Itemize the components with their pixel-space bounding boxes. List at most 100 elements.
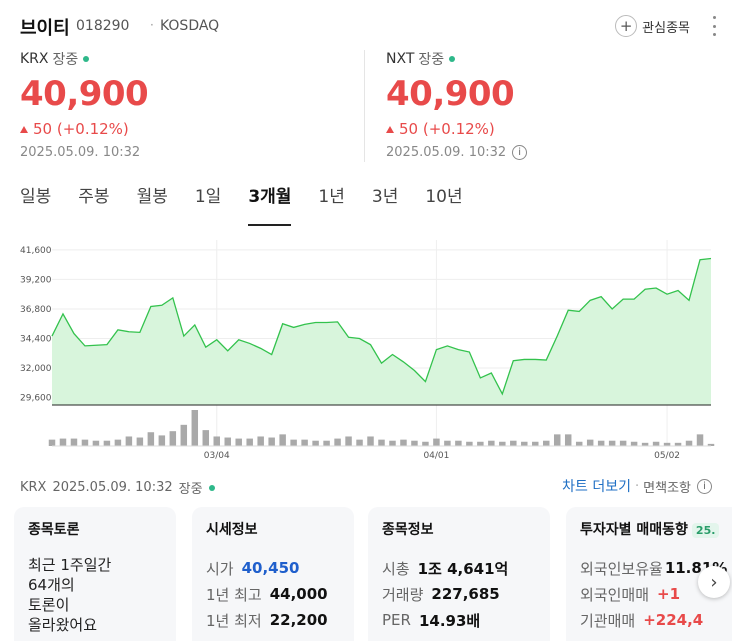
krx-current-price: 40,900 bbox=[20, 74, 149, 114]
x-tick-label: 04/01 bbox=[423, 451, 449, 461]
next-cards-button[interactable]: › bbox=[698, 566, 730, 598]
quote-key: 1년 최고 bbox=[206, 585, 262, 604]
y-tick-label: 36,800 bbox=[20, 305, 52, 315]
volume-bar bbox=[323, 440, 330, 446]
volume-bar bbox=[367, 436, 374, 446]
info-icon[interactable]: i bbox=[697, 478, 712, 494]
investor-key: 기관매매 bbox=[580, 611, 636, 630]
volume-bar bbox=[422, 441, 429, 446]
quote-value: 44,000 bbox=[269, 585, 328, 603]
nxt-price-block: NXT 장중 40,900 50 (+0.12%) 2025.05.09. 10… bbox=[386, 50, 686, 160]
investor-row: 기관매매 +224,4 bbox=[580, 607, 732, 633]
info-key: 거래량 bbox=[382, 585, 424, 604]
volume-bar bbox=[114, 439, 122, 446]
x-tick-label: 05/02 bbox=[654, 451, 680, 461]
price-divider bbox=[364, 50, 365, 162]
add-favorite-button[interactable]: + 관심종목 bbox=[615, 14, 690, 38]
stock-name: 브이티 bbox=[20, 18, 70, 39]
krx-price-block: KRX 장중 40,900 50 (+0.12%) 2025.05.09. 10… bbox=[20, 50, 320, 160]
krx-market-label: KRX bbox=[20, 51, 49, 67]
volume-bar bbox=[455, 440, 462, 446]
stock-info-card-title: 종목정보 bbox=[382, 522, 434, 538]
volume-bar bbox=[59, 438, 67, 446]
nxt-price-change: 50 (+0.12%) bbox=[399, 120, 495, 138]
forum-card-title: 종목토론 bbox=[28, 522, 80, 538]
y-tick-label: 29,600 bbox=[20, 394, 52, 404]
volume-bar bbox=[257, 436, 264, 446]
info-value: 14.93배 bbox=[418, 611, 481, 630]
tab-daily[interactable]: 일봉 bbox=[20, 187, 52, 207]
info-row: 시총 1조 4,641억 bbox=[382, 555, 536, 581]
volume-bar bbox=[553, 434, 561, 446]
volume-bar bbox=[663, 442, 671, 446]
volume-bar bbox=[608, 440, 616, 446]
volume-bar bbox=[510, 440, 517, 446]
volume-bar bbox=[334, 438, 341, 446]
info-key: 시총 bbox=[382, 559, 410, 578]
volume-bar bbox=[224, 437, 231, 446]
price-chart[interactable]: 41,600 39,200 36,800 34,400 32,000 29,600 03/0… bbox=[0, 232, 732, 466]
info-value: 227,685 bbox=[431, 585, 500, 603]
volume-bar bbox=[477, 441, 484, 446]
favorite-label: 관심종목 bbox=[642, 20, 690, 36]
volume-bar bbox=[202, 430, 210, 446]
info-key: PER bbox=[382, 611, 411, 629]
nxt-current-price: 40,900 bbox=[386, 74, 515, 114]
investor-value: +1 bbox=[657, 585, 681, 603]
volume-bar bbox=[586, 439, 594, 446]
volume-bar bbox=[213, 436, 220, 446]
price-area bbox=[52, 258, 711, 405]
volume-bar bbox=[301, 439, 308, 446]
investor-card-title: 투자자별 매매동향 bbox=[580, 522, 688, 538]
y-tick-label: 41,600 bbox=[20, 246, 52, 256]
more-options-icon[interactable] bbox=[710, 16, 718, 36]
chart-meta-row: KRX 2025.05.09. 10:32 장중 차트 더보기 · 면책조항 i bbox=[20, 476, 712, 498]
quote-card[interactable]: 시세정보 시가 40,450 1년 최고 44,000 1년 최저 22,200 bbox=[192, 507, 354, 641]
volume-bar bbox=[279, 434, 286, 446]
tab-1day[interactable]: 1일 bbox=[194, 187, 222, 207]
tab-weekly[interactable]: 주봉 bbox=[78, 187, 110, 207]
volume-bar bbox=[290, 439, 297, 446]
info-value: 1조 4,641억 bbox=[417, 559, 509, 578]
volume-bar bbox=[652, 441, 660, 446]
krx-price-change: 50 (+0.12%) bbox=[33, 120, 129, 138]
price-chart-svg: 41,600 39,200 36,800 34,400 32,000 29,600 03/0… bbox=[20, 240, 715, 461]
stock-header: 브이티 018290 · KOSDAQ + 관심종목 bbox=[20, 14, 718, 40]
volume-bar bbox=[411, 440, 418, 446]
y-tick-label: 34,400 bbox=[20, 335, 52, 345]
investor-key: 외국인매매 bbox=[580, 585, 650, 604]
tab-3months[interactable]: 3개월 bbox=[248, 184, 292, 226]
forum-card[interactable]: 종목토론 최근 1주일간 64개의 토론이 올라왔어요 bbox=[14, 507, 176, 641]
volume-bar bbox=[378, 439, 385, 446]
tab-monthly[interactable]: 월봉 bbox=[136, 187, 168, 207]
header-separator: · bbox=[150, 18, 154, 32]
up-triangle-icon bbox=[386, 125, 394, 133]
volume-bar bbox=[70, 438, 78, 446]
volume-bar bbox=[125, 436, 133, 446]
y-tick-label: 39,200 bbox=[20, 275, 52, 285]
disclaimer-link[interactable]: 면책조항 bbox=[643, 480, 691, 496]
volume-bar bbox=[246, 438, 253, 446]
volume-bar bbox=[696, 434, 704, 446]
info-row: PER 14.93배 bbox=[382, 607, 536, 633]
volume-bar bbox=[564, 434, 572, 446]
tab-10years[interactable]: 10년 bbox=[425, 187, 463, 207]
info-icon[interactable]: i bbox=[512, 145, 528, 160]
stock-info-card[interactable]: 종목정보 시총 1조 4,641억 거래량 227,685 PER 14.93배 bbox=[368, 507, 550, 641]
nxt-timestamp: 2025.05.09. 10:32 bbox=[386, 145, 507, 160]
volume-bar bbox=[532, 441, 539, 446]
volume-bar bbox=[707, 443, 715, 446]
volume-bar bbox=[345, 436, 352, 446]
volume-bar bbox=[312, 440, 319, 446]
tab-1year[interactable]: 1년 bbox=[318, 187, 345, 207]
more-chart-link[interactable]: 차트 더보기 bbox=[562, 479, 632, 495]
forum-line-1: 최근 1주일간 bbox=[28, 556, 112, 574]
summary-cards: 종목토론 최근 1주일간 64개의 토론이 올라왔어요 시세정보 시가 40,4… bbox=[14, 507, 732, 641]
tab-3years[interactable]: 3년 bbox=[371, 187, 399, 207]
volume-bar bbox=[575, 441, 583, 446]
volume-bar bbox=[147, 432, 155, 446]
volume-bar bbox=[444, 440, 451, 446]
info-row: 거래량 227,685 bbox=[382, 581, 536, 607]
volume-bar bbox=[356, 439, 363, 446]
volume-bar bbox=[268, 437, 275, 446]
